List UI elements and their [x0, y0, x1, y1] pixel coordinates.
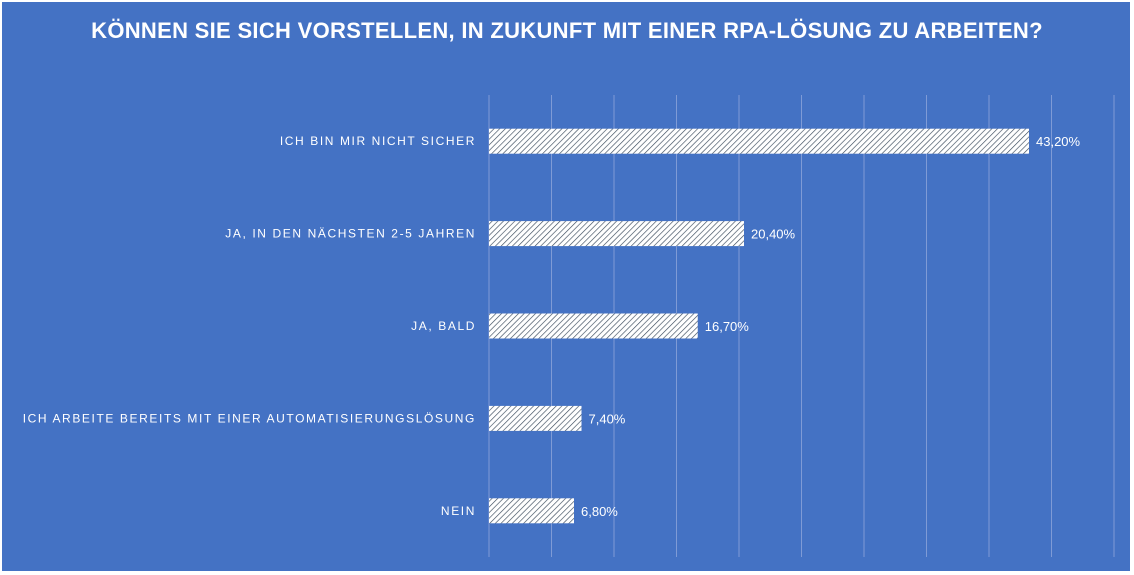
chart-title: KÖNNEN SIE SICH VORSTELLEN, IN ZUKUNFT M… [91, 18, 1043, 43]
bar [489, 128, 1029, 154]
bar [489, 221, 744, 247]
data-label: 7,40% [589, 411, 626, 426]
category-label: ICH ARBEITE BEREITS MIT EINER AUTOMATISI… [23, 411, 476, 425]
data-label: 20,40% [751, 227, 796, 242]
data-label: 16,70% [705, 319, 750, 334]
bar [489, 405, 582, 431]
data-label: 43,20% [1036, 134, 1081, 149]
bar [489, 313, 698, 339]
category-label: JA, IN DEN NÄCHSTEN 2-5 JAHREN [225, 227, 476, 241]
category-label: ICH BIN MIR NICHT SICHER [280, 134, 476, 148]
bar [489, 498, 574, 524]
category-label: JA, BALD [411, 319, 476, 333]
category-label: NEIN [441, 504, 476, 518]
data-label: 6,80% [581, 504, 618, 519]
